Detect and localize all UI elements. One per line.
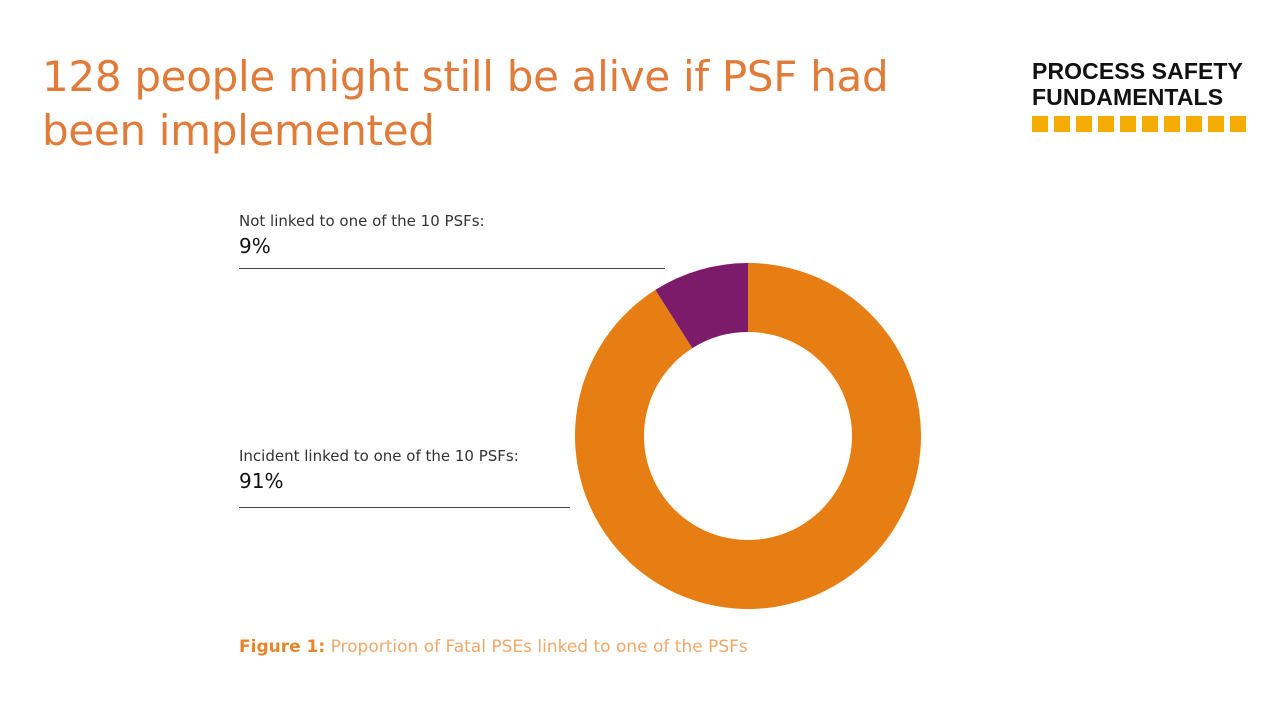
figure-caption-label: Figure 1:: [239, 637, 326, 657]
figure-caption-text: Proportion of Fatal PSEs linked to one o…: [325, 637, 748, 657]
annotation-not-linked-label: Not linked to one of the 10 PSFs:: [239, 212, 485, 230]
figure-caption: Figure 1: Proportion of Fatal PSEs linke…: [239, 637, 748, 657]
logo-square: [1120, 116, 1136, 132]
annotation-linked: Incident linked to one of the 10 PSFs: 9…: [239, 447, 519, 493]
process-safety-fundamentals-logo: PROCESS SAFETY FUNDAMENTALS: [1032, 58, 1248, 132]
logo-square-row: [1032, 116, 1248, 132]
annotation-linked-value: 91%: [239, 469, 284, 493]
logo-line-1: PROCESS SAFETY: [1032, 58, 1243, 84]
donut-slice-not-linked: [655, 263, 748, 349]
annotation-not-linked-value: 9%: [239, 234, 271, 258]
logo-square: [1164, 116, 1180, 132]
annotation-linked-label: Incident linked to one of the 10 PSFs:: [239, 447, 519, 465]
donut-chart: [575, 263, 921, 609]
logo-square: [1230, 116, 1246, 132]
logo-square: [1208, 116, 1224, 132]
logo-line-2: FUNDAMENTALS: [1032, 84, 1224, 110]
logo-square: [1098, 116, 1114, 132]
annotation-not-linked-leader-line: [239, 268, 665, 269]
donut-slice-linked: [575, 263, 921, 609]
logo-square: [1032, 116, 1048, 132]
slide-title: 128 people might still be alive if PSF h…: [42, 52, 889, 155]
logo-square: [1142, 116, 1158, 132]
annotation-not-linked: Not linked to one of the 10 PSFs: 9%: [239, 212, 485, 258]
logo-square: [1186, 116, 1202, 132]
annotation-linked-leader-line: [239, 507, 570, 508]
logo-square: [1054, 116, 1070, 132]
logo-square: [1076, 116, 1092, 132]
